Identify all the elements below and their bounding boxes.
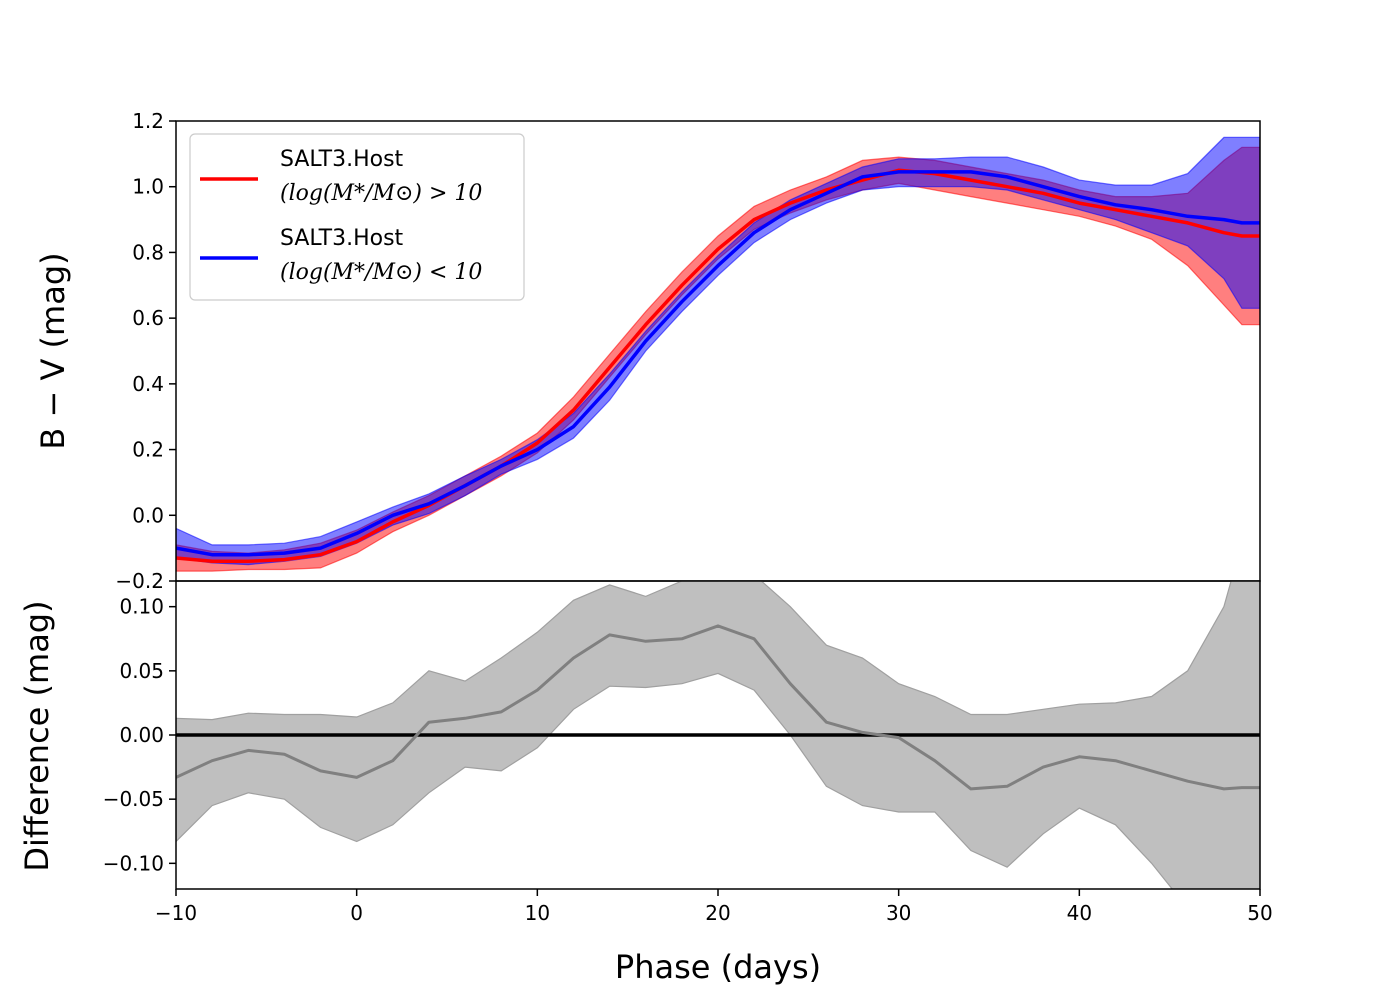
top-line-series-2 [176,170,1260,557]
xtick-label: 0 [350,901,363,925]
bottom-ytick-label: 0.00 [119,723,164,747]
bottom-ytick-label: −0.10 [103,851,164,875]
top-ytick-label: 0.6 [132,306,164,330]
x-axis-label: Phase (days) [615,948,821,986]
top-ytick-label: −0.2 [115,569,164,593]
legend-series-2-line2: (log(M*/M⊙) < 10 [280,260,482,285]
xtick-label: 20 [705,901,730,925]
legend-box [189,133,525,301]
top-y-axis-label: B − V (mag) [34,252,72,449]
xtick-label: 10 [525,901,550,925]
xtick-label: −10 [155,901,197,925]
top-ytick-label: 0.4 [132,372,164,396]
bottom-y-axis-label: Difference (mag) [18,600,56,871]
top-ytick-label: 1.2 [132,109,164,133]
bottom-ytick-label: 0.05 [119,659,164,683]
bottom-ytick-label: −0.05 [103,787,164,811]
top-ytick-label: 0.2 [132,438,164,462]
top-panel: −0.2 0.0 0.2 0.4 0.6 0.8 1.0 1.2 B − V (mag) SA… [34,109,1261,593]
top-ytick-label: 0.0 [132,503,164,527]
legend: SALT3.Host (log(M*/M⊙) > 10 SALT3.Host (… [189,133,525,301]
xtick-label: 50 [1247,901,1272,925]
legend-series-1-line1: SALT3.Host [280,147,404,172]
xtick-label: 40 [1067,901,1092,925]
top-ytick-label: 1.0 [132,175,164,199]
top-ytick-label: 0.8 [132,240,164,264]
bottom-panel: −0.10 −0.05 0.00 0.05 0.10 −10 0 10 20 30 40 50 Di… [18,580,1273,986]
top-line-series-1 [176,168,1260,564]
legend-series-1-line2: (log(M*/M⊙) > 10 [280,181,482,206]
bottom-band-series-1 [176,581,1260,889]
bottom-line-series-1 [176,624,1260,791]
xtick-label: 30 [886,901,911,925]
legend-series-2-line1: SALT3.Host [280,226,404,251]
bottom-ytick-label: 0.10 [119,595,164,619]
